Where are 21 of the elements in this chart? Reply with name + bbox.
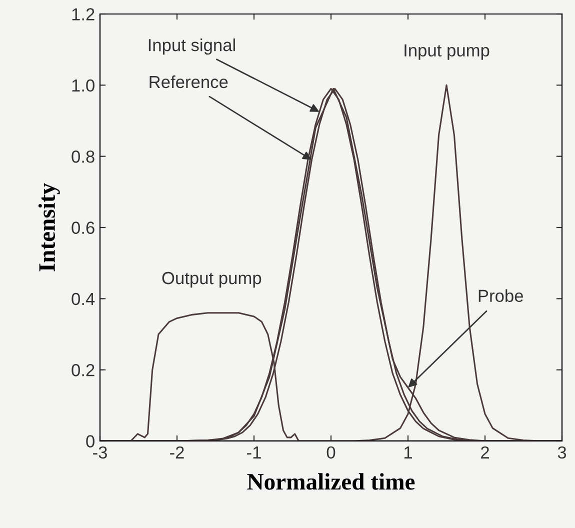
x-tick-label: 1 xyxy=(404,446,412,458)
x-tick-label: -3 xyxy=(93,446,107,459)
x-tick-label: -2 xyxy=(170,446,184,458)
annotation: Output pump xyxy=(162,272,262,288)
annotation: Probe xyxy=(478,289,523,302)
x-axis-title: Normalized time xyxy=(247,473,415,490)
y-tick-label: 0.2 xyxy=(72,364,94,376)
x-tick-label: -1 xyxy=(247,446,261,458)
annotation: Input signal xyxy=(148,38,235,55)
y-tick-label: 0.6 xyxy=(72,222,94,234)
annotation: Reference xyxy=(150,75,228,88)
y-tick-label: 0.4 xyxy=(72,292,95,306)
annotation: Input pump xyxy=(404,44,490,60)
x-tick-label: 2 xyxy=(481,446,489,458)
y-axis-title: Intensity xyxy=(38,183,60,272)
y-tick-label: 1.2 xyxy=(72,8,94,20)
x-tick-label: 0 xyxy=(326,446,336,459)
y-tick-label: 0.8 xyxy=(72,150,94,163)
y-tick-label: 0 xyxy=(86,435,94,448)
x-tick-label: 3 xyxy=(558,446,566,459)
y-tick-label: 1.0 xyxy=(72,79,94,92)
